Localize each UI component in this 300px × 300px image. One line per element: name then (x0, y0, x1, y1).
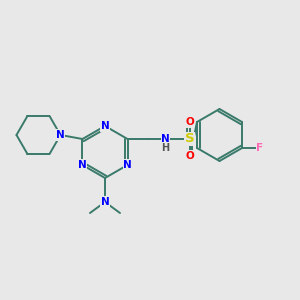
Text: N: N (56, 130, 65, 140)
Text: O: O (185, 117, 194, 127)
Text: S: S (185, 133, 194, 146)
Text: H: H (161, 143, 169, 153)
Text: N: N (100, 197, 109, 207)
Text: N: N (161, 134, 170, 144)
Text: N: N (123, 160, 132, 170)
Text: O: O (185, 151, 194, 161)
Text: N: N (100, 121, 109, 131)
Text: F: F (256, 143, 264, 153)
Text: N: N (78, 160, 87, 170)
